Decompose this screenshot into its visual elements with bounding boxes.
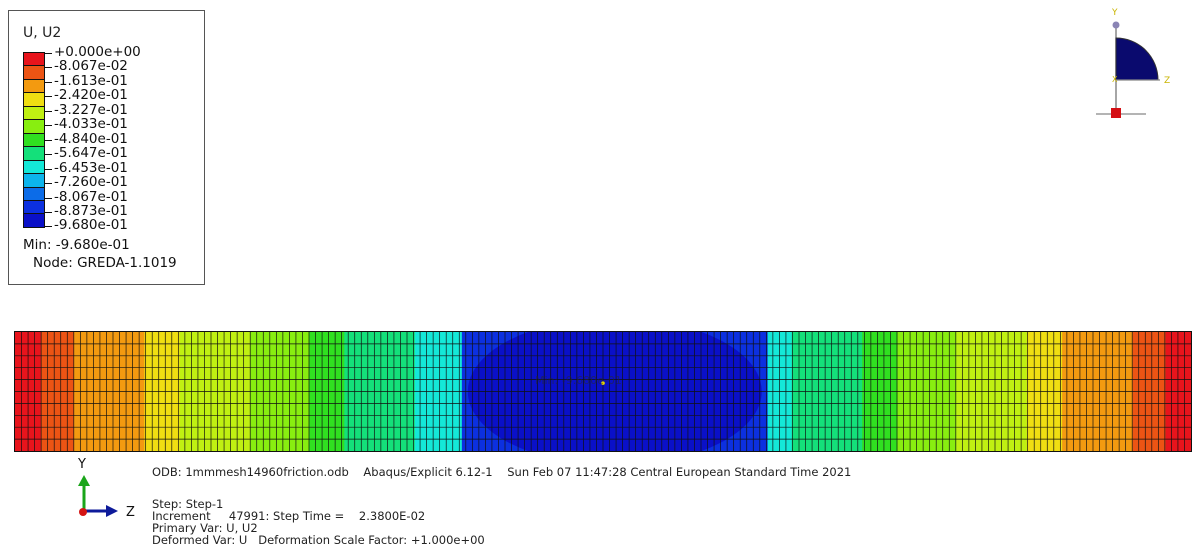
- odb-info-line: ODB: 1mmmesh14960friction.odb Abaqus/Exp…: [152, 465, 852, 479]
- legend-swatch: [23, 173, 45, 188]
- deformed-var-line: Deformed Var: U Deformation Scale Factor…: [152, 533, 485, 547]
- legend-swatch: [23, 213, 45, 228]
- axis-y-label: Y: [77, 457, 86, 472]
- legend-tick-label: -4.840e-01: [54, 130, 128, 147]
- legend-tick-label: -3.227e-01: [54, 101, 128, 118]
- legend-title: U, U2: [23, 25, 62, 41]
- increment-line: Increment 47991: Step Time = 2.3800E-02: [152, 509, 426, 523]
- legend-tick-label: -5.647e-01: [54, 145, 128, 162]
- legend-swatch: [23, 146, 45, 161]
- probe-marker: [601, 381, 605, 385]
- legend-tick-label: -1.613e-01: [54, 72, 128, 89]
- legend-tick-label: -7.260e-01: [54, 174, 128, 191]
- legend-swatches: [23, 52, 45, 228]
- legend-swatch: [23, 186, 45, 201]
- legend-swatch: [23, 105, 45, 121]
- legend-min-node: Node: GREDA-1.1019: [33, 255, 177, 271]
- axis-z-label: Z: [126, 505, 135, 520]
- legend-tick-label: -2.420e-01: [54, 87, 128, 104]
- view-triad-icon: Y Z X: [1096, 8, 1170, 118]
- triad-y-label: Y: [1111, 8, 1118, 18]
- step-line: Step: Step-1: [152, 497, 224, 511]
- legend-tick-label: -8.067e-02: [54, 58, 128, 75]
- legend-tick-label: -6.453e-01: [54, 159, 128, 176]
- legend-tick-label: -9.680e-01: [54, 217, 128, 234]
- legend-swatch: [23, 159, 45, 175]
- legend-tick-label: -8.067e-01: [54, 188, 128, 205]
- legend-swatch: [23, 199, 45, 215]
- primary-var-line: Primary Var: U, U2: [152, 521, 258, 535]
- legend-swatch: [23, 92, 45, 107]
- triad-z-label: Z: [1164, 76, 1170, 86]
- contour-legend: U, U2 +0.000e+00 -8.067e-02 -1.613e-01 -2.4…: [8, 10, 205, 285]
- legend-min-value: Min: -9.680e-01: [23, 237, 130, 253]
- legend-tick-label: -4.033e-01: [54, 116, 128, 133]
- probe-label: Min: -9.680e-01: [535, 374, 622, 387]
- axis-triad-icon: Y Z: [77, 457, 135, 520]
- legend-swatch: [23, 119, 45, 134]
- legend-tick-label: -8.873e-01: [54, 202, 128, 219]
- contour-plot: [14, 331, 1192, 452]
- legend-swatch: [23, 132, 45, 148]
- triad-x-label: X: [1112, 75, 1118, 84]
- legend-swatch: [23, 78, 45, 94]
- legend-tick-label: +0.000e+00: [54, 44, 141, 60]
- legend-swatch: [23, 65, 45, 80]
- legend-swatch: [23, 52, 45, 67]
